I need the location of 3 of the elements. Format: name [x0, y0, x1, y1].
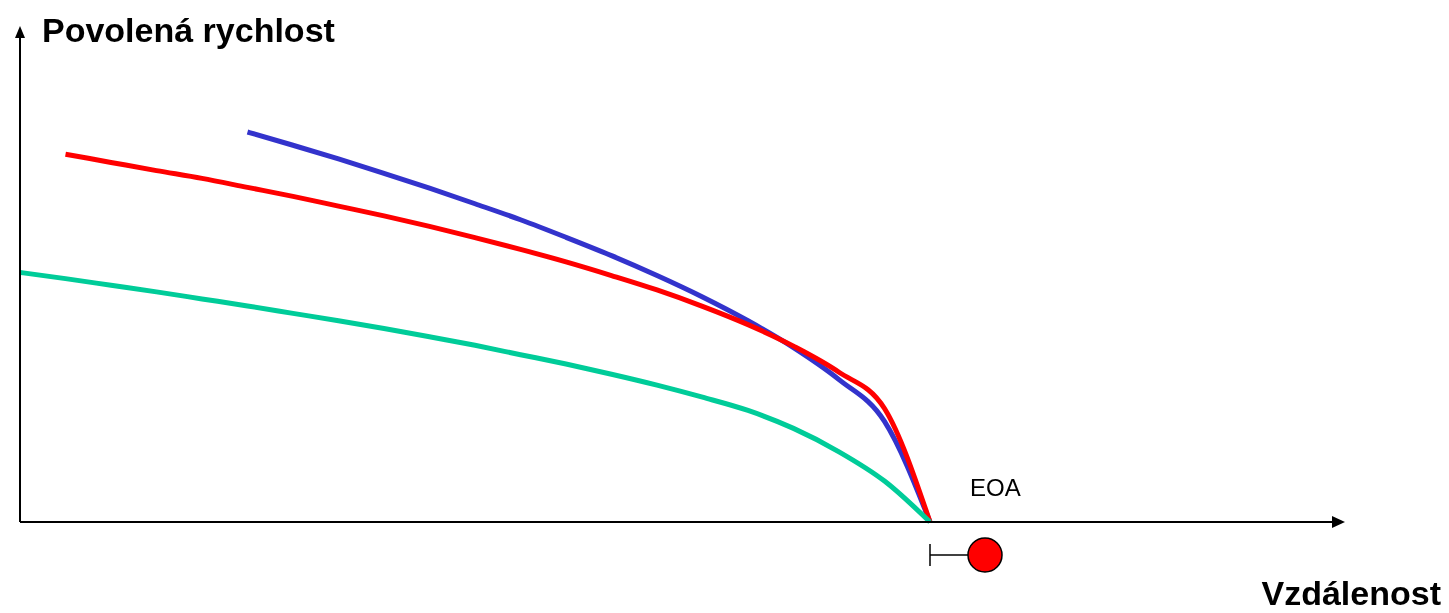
y-axis-title: Povolená rychlost: [42, 11, 335, 49]
annotation: EOA: [970, 474, 1021, 501]
x-axis-title: Vzdálenost: [1261, 574, 1441, 612]
